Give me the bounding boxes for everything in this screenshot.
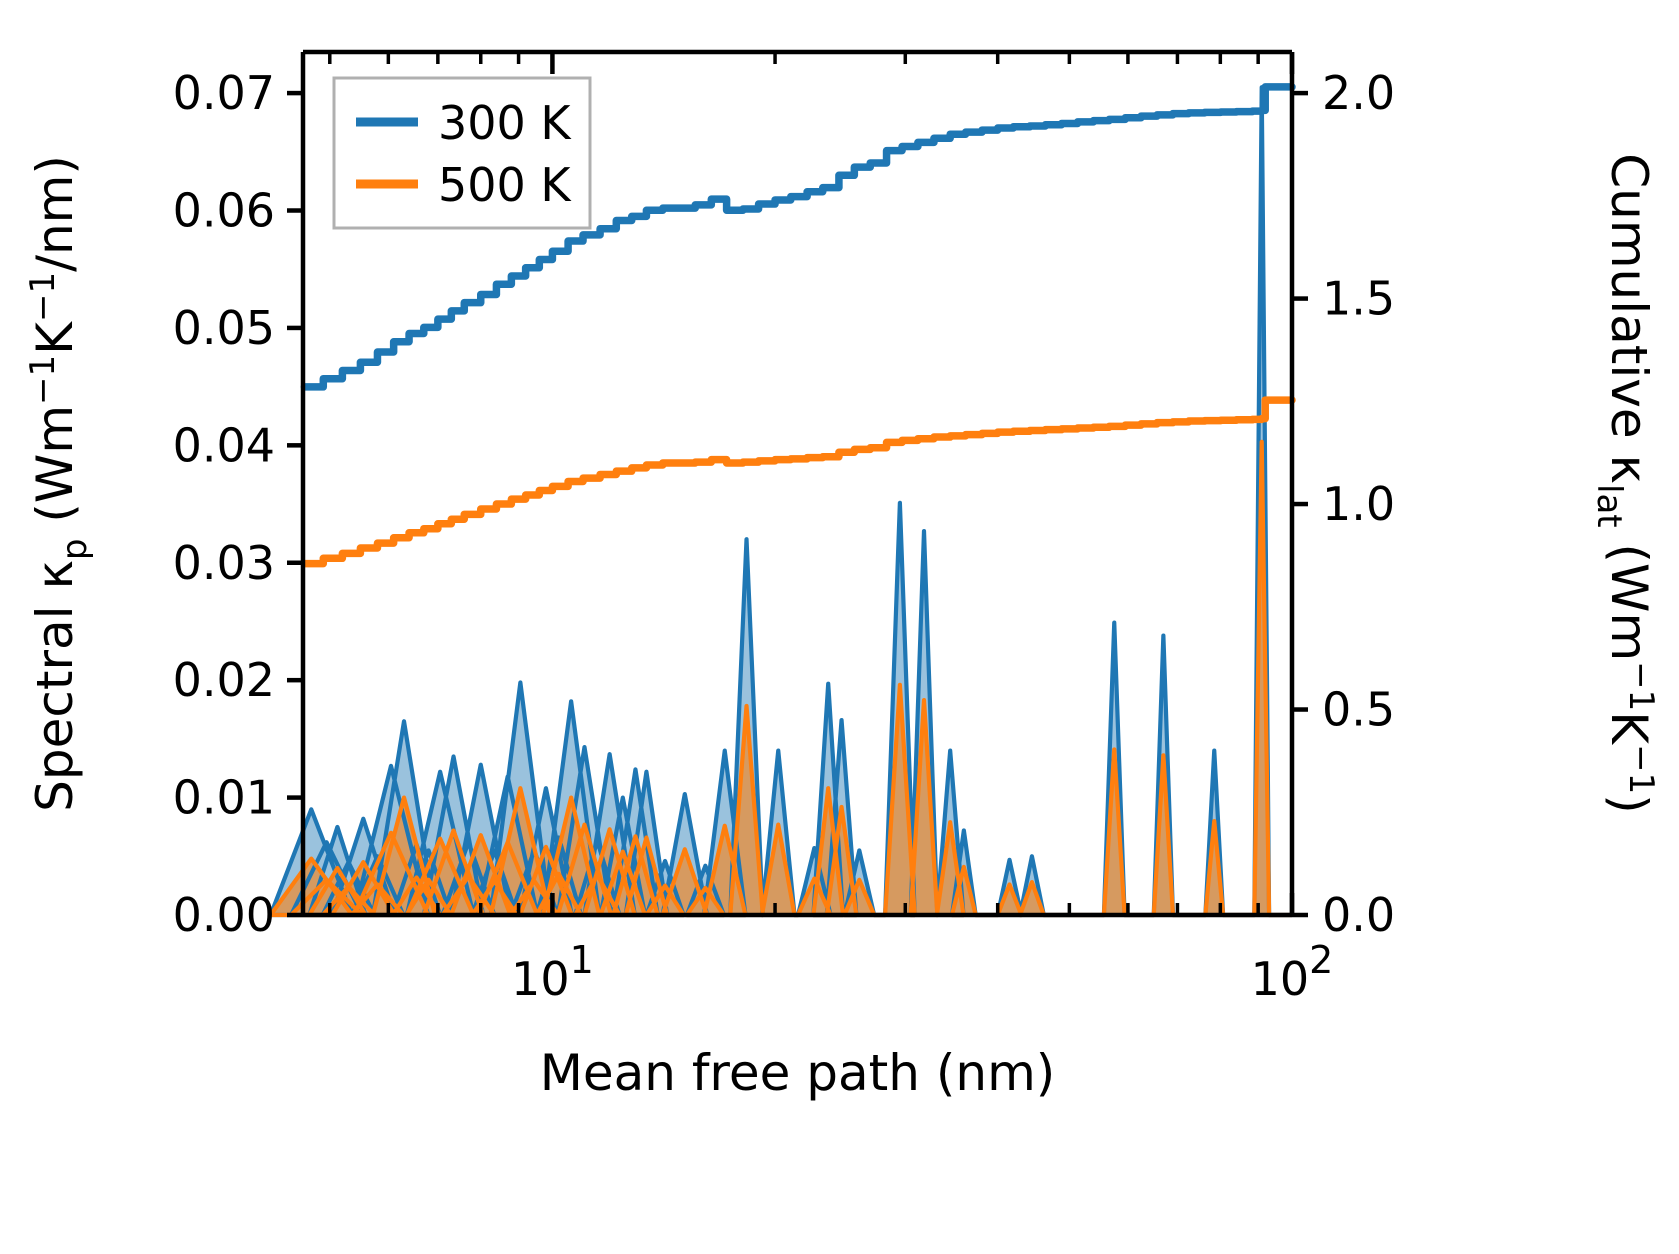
left-tick-label-1: 0.01	[173, 771, 275, 825]
legend-label-0: 300 K	[438, 96, 572, 150]
left-tick-label-4: 0.04	[173, 418, 275, 472]
right-tick-label-2: 1.0	[1322, 477, 1395, 531]
right-tick-label-1: 0.5	[1322, 683, 1395, 737]
right-tick-label-3: 1.5	[1322, 272, 1395, 326]
spectral-line-500k	[268, 439, 1292, 918]
left-tick-label-5: 0.05	[173, 301, 275, 355]
left-tick-label-2: 0.02	[173, 653, 275, 707]
right-tick-label-0: 0.0	[1322, 888, 1395, 942]
left-axis-title: Spectral κp (Wm−1K−1/nm)	[23, 155, 95, 812]
legend-box[interactable]	[332, 76, 592, 230]
left-tick-label-7: 0.07	[173, 66, 275, 120]
x-major-tick-label-0: 101	[511, 938, 594, 1006]
left-tick-label-6: 0.06	[173, 184, 275, 238]
cumulative-line-500k	[300, 396, 1296, 568]
spectral-line-300k	[268, 85, 1292, 918]
left-tick-label-3: 0.03	[173, 536, 275, 590]
left-tick-label-0: 0.00	[173, 888, 275, 942]
legend-label-1: 500 K	[438, 158, 572, 212]
cumulative-line-300k	[300, 83, 1296, 391]
right-tick-label-4: 2.0	[1322, 66, 1395, 120]
x-axis-title: Mean free path (nm)	[540, 1044, 1056, 1102]
x-major-tick-label-1: 102	[1251, 938, 1334, 1006]
right-axis-title: Cumulative κlat (Wm−1K−1)	[1589, 153, 1661, 813]
